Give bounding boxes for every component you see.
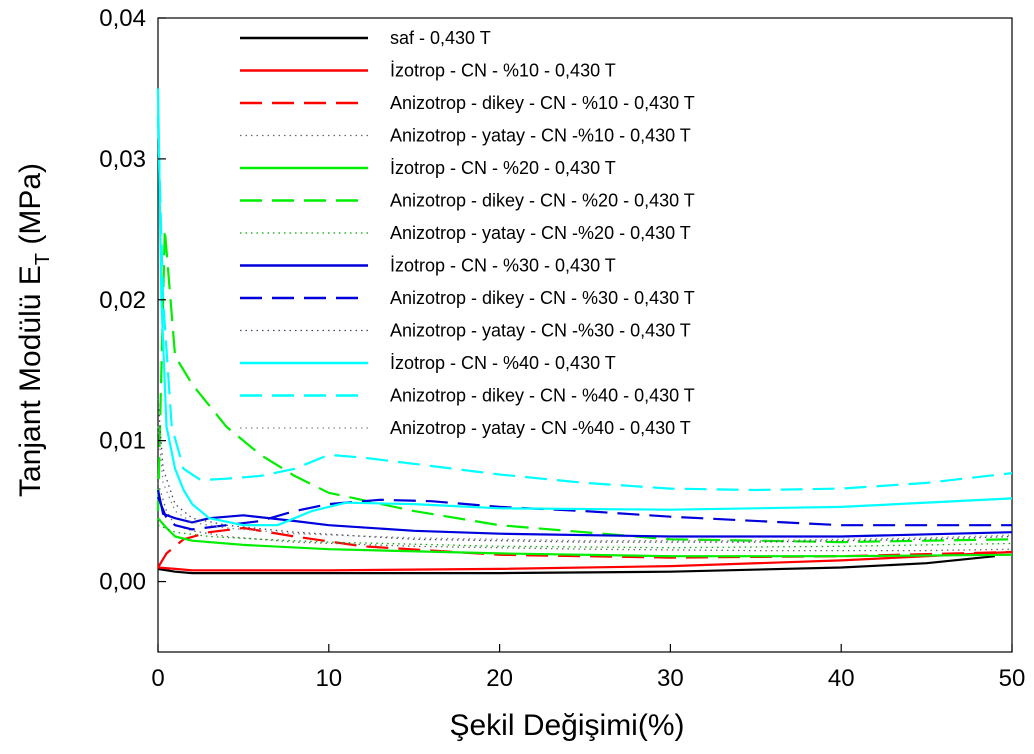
series-line-6 (156, 228, 1013, 544)
legend-label: Anizotrop - yatay - CN -%30 - 0,430 T (390, 321, 691, 341)
x-tick-label: 10 (315, 665, 342, 692)
y-axis-title-main: Tanjant Modülü E (14, 265, 47, 497)
series-layer (156, 88, 1013, 575)
y-axis-title-unit: (MPa) (14, 163, 47, 253)
series-line-7 (157, 524, 1013, 549)
y-axis-title: Tanjant Modülü ET (MPa) (14, 163, 54, 497)
legend-label: Anizotrop - yatay - CN -%40 - 0,430 T (390, 418, 691, 438)
x-tick-label: 0 (151, 665, 164, 692)
x-tick-label: 20 (486, 665, 513, 692)
plot-frame (157, 17, 1013, 653)
y-tick-label: 0,03 (99, 146, 146, 173)
legend-label: Anizotrop - yatay - CN -%20 - 0,430 T (390, 223, 691, 243)
legend-label: İzotrop - CN - %10 - 0,430 T (390, 61, 616, 81)
legend-label: Anizotrop - dikey - CN - %10 - 0,430 T (390, 93, 695, 113)
plot-area (157, 17, 1013, 653)
series-line-11 (156, 88, 1013, 527)
series-line-2 (157, 550, 1013, 572)
legend-label: İzotrop - CN - %30 - 0,430 T (390, 256, 616, 276)
legend-label: İzotrop - CN - %40 - 0,430 T (390, 353, 616, 373)
series-line-12 (156, 116, 1013, 492)
series-line-8 (156, 489, 1013, 538)
y-axis: 0,00 0,01 0,02 0,03 0,04 (99, 5, 166, 596)
x-axis: 0 10 20 30 40 50 (151, 644, 1025, 692)
series-line-5 (157, 517, 1013, 558)
series-line-1 (157, 555, 996, 575)
y-tick-label: 0,04 (99, 5, 146, 32)
y-tick-label: 0,01 (99, 428, 146, 455)
x-tick-label: 40 (828, 665, 855, 692)
x-tick-label: 50 (999, 665, 1026, 692)
y-axis-title-subscript: T (32, 253, 54, 265)
series-line-13 (157, 426, 1013, 542)
y-tick-label: 0,00 (99, 569, 146, 596)
legend-label: Anizotrop - dikey - CN - %30 - 0,430 T (390, 288, 695, 308)
legend: saf - 0,430 T İzotrop - CN - %10 - 0,430 … (240, 28, 695, 438)
y-tick-label: 0,02 (99, 287, 146, 314)
legend-label: saf - 0,430 T (390, 28, 491, 48)
legend-label: Anizotrop - dikey - CN - %40 - 0,430 T (390, 386, 695, 406)
legend-label: Anizotrop - yatay - CN -%10 - 0,430 T (390, 126, 691, 146)
legend-label: İzotrop - CN - %20 - 0,430 T (390, 158, 616, 178)
legend-label: Anizotrop - dikey - CN - %20 - 0,430 T (390, 191, 695, 211)
x-axis-title: Şekil Değişimi(%) (449, 709, 684, 742)
x-tick-label: 30 (657, 665, 684, 692)
series-line-9 (156, 496, 1012, 531)
